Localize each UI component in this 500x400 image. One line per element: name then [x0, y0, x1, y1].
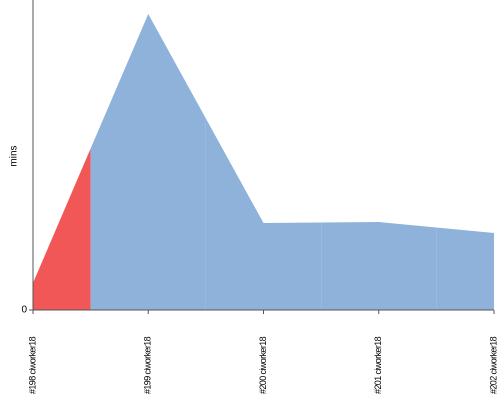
- x-tick-label: #202 ciworker18: [488, 336, 498, 394]
- area-segment: [321, 222, 437, 310]
- x-tick-label: #201 ciworker18: [373, 336, 383, 394]
- area-segment: [33, 148, 91, 310]
- y-axis-label: mins: [9, 145, 20, 166]
- area-segment: [205, 118, 322, 310]
- area-segment: [436, 227, 494, 310]
- x-tick-label: #200 ciworker18: [258, 336, 268, 394]
- x-tick-label: #199 ciworker18: [143, 336, 153, 394]
- y-tick-label: 0: [21, 305, 27, 316]
- area-segment: [90, 14, 206, 310]
- x-tick-label: #198 ciworker18: [27, 336, 37, 394]
